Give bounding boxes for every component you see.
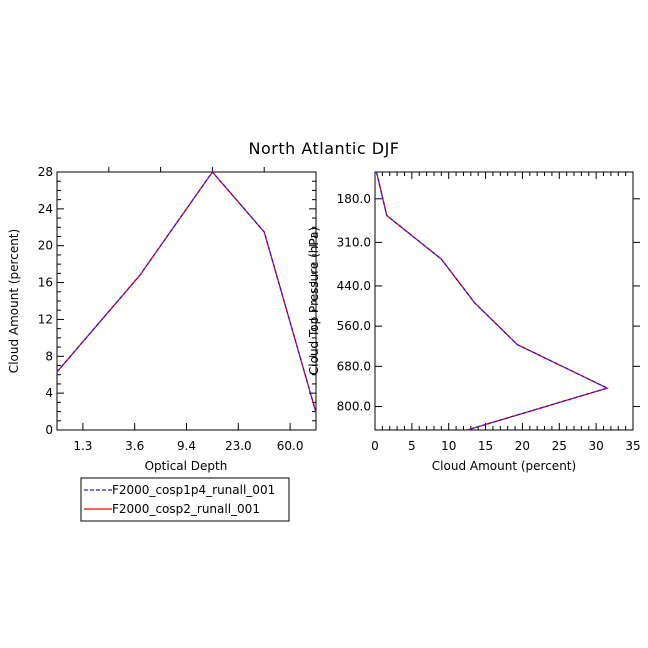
right-x-tick-label: 10 — [441, 439, 456, 453]
left-ticks: 0 4 8 12 16 20 24 28 1.3 3.6 9.4 23.0 60.0 — [38, 165, 316, 453]
right-series-lines — [375, 171, 609, 431]
left-x-axis-label: Optical Depth — [145, 459, 228, 473]
cloud-top-pressure-panel: 0 5 10 15 20 25 30 35 180.0 310.0 440.0 560.0 680.0 8… — [307, 171, 641, 473]
right-y-tick-label: 800.0 — [337, 400, 371, 414]
optical-depth-panel: 0 4 8 12 16 20 24 28 1.3 3.6 9.4 23.0 60.0 Optical D… — [7, 165, 317, 473]
right-y-tick-label: 180.0 — [337, 192, 371, 206]
legend-label-cosp2: F2000_cosp2_runall_001 — [112, 502, 260, 516]
left-y-tick-label: 12 — [38, 312, 53, 326]
left-y-tick-label: 24 — [38, 202, 53, 216]
legend-frame — [80, 477, 290, 522]
left-y-tick-label: 4 — [45, 386, 53, 400]
right-x-tick-label: 25 — [552, 439, 567, 453]
left-y-axis-label: Cloud Amount (percent) — [7, 229, 21, 373]
left-y-tick-label: 16 — [38, 276, 53, 290]
right-plot-frame — [374, 171, 634, 431]
legend: F2000_cosp1p4_runall_001 F2000_cosp2_run… — [80, 477, 290, 522]
left-x-tick-label: 60.0 — [277, 439, 304, 453]
right-y-axis-label: Cloud Top Pressure (hPa) — [307, 227, 321, 375]
right-x-tick-label: 5 — [408, 439, 416, 453]
right-y-tick-label: 310.0 — [337, 235, 371, 249]
legend-label-cosp1p4: F2000_cosp1p4_runall_001 — [112, 483, 275, 497]
right-x-tick-label: 15 — [478, 439, 493, 453]
right-x-tick-label: 20 — [515, 439, 530, 453]
left-series-line — [56, 170, 317, 413]
left-x-tick-label: 1.3 — [73, 439, 92, 453]
left-x-tick-label: 23.0 — [225, 439, 252, 453]
left-x-tick-label: 3.6 — [125, 439, 144, 453]
right-y-tick-label: 560.0 — [337, 319, 371, 333]
right-x-tick-label: 0 — [371, 439, 379, 453]
figure-title: North Atlantic DJF — [248, 139, 399, 158]
right-x-axis-label: Cloud Amount (percent) — [432, 459, 576, 473]
left-y-tick-label: 0 — [45, 423, 53, 437]
right-ticks: 0 5 10 15 20 25 30 35 180.0 310.0 440.0 560.0 680.0 8… — [337, 172, 641, 453]
right-x-tick-label: 35 — [625, 439, 640, 453]
left-y-tick-label: 20 — [38, 239, 53, 253]
right-y-tick-label: 440.0 — [337, 279, 371, 293]
left-y-tick-label: 8 — [45, 349, 53, 363]
left-series-lines — [56, 170, 317, 413]
left-x-tick-label: 9.4 — [177, 439, 196, 453]
right-series-line — [375, 171, 609, 431]
right-y-tick-label: 680.0 — [337, 359, 371, 373]
right-x-tick-label: 30 — [589, 439, 604, 453]
left-y-tick-label: 28 — [38, 165, 53, 179]
